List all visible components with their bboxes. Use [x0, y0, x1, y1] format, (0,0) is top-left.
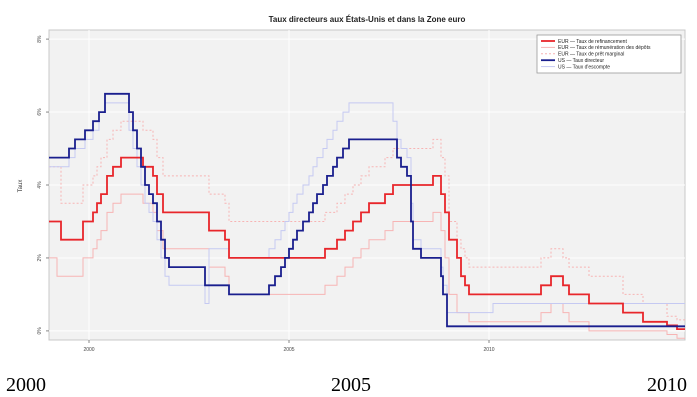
legend-label: EUR — Taux de rémunération des dépôts [558, 45, 651, 51]
y-tick-label: 4% [37, 181, 43, 189]
y-tick-label: 2% [37, 254, 43, 262]
series-lines [49, 92, 685, 339]
y-tick-label: 0% [37, 327, 43, 335]
series-line [49, 193, 685, 339]
y-tick-label: 6% [37, 108, 43, 116]
legend-label: US — Taux directeur [558, 58, 604, 64]
legend-box [536, 34, 682, 74]
chart-title: Taux directeurs aux États-Unis et dans l… [269, 15, 466, 24]
series-line [49, 92, 685, 328]
y-axis-ticks: 0% 2% 4% 6% 8% [37, 35, 49, 335]
x-tick-label: 2005 [283, 347, 294, 353]
series-line [49, 102, 685, 314]
legend-label: EUR — Taux de refinancement [558, 39, 627, 45]
legend-label: US — Taux d'escompte [558, 64, 610, 70]
y-axis-label: Taux [18, 180, 24, 193]
bottom-year-label: 2000 [6, 374, 46, 396]
x-tick-label: 2000 [83, 347, 94, 353]
series-line [49, 156, 685, 330]
x-axis-ticks: 2000 2005 2010 [83, 340, 495, 353]
legend-label: EUR — Taux de prêt marginal [558, 52, 624, 58]
series-line [49, 120, 685, 321]
grid-lines [49, 30, 685, 340]
bottom-year-label: 2010 [647, 374, 687, 396]
y-tick-label: 8% [37, 35, 43, 43]
x-tick-label: 2010 [483, 347, 494, 353]
bottom-year-label: 2005 [331, 374, 371, 396]
